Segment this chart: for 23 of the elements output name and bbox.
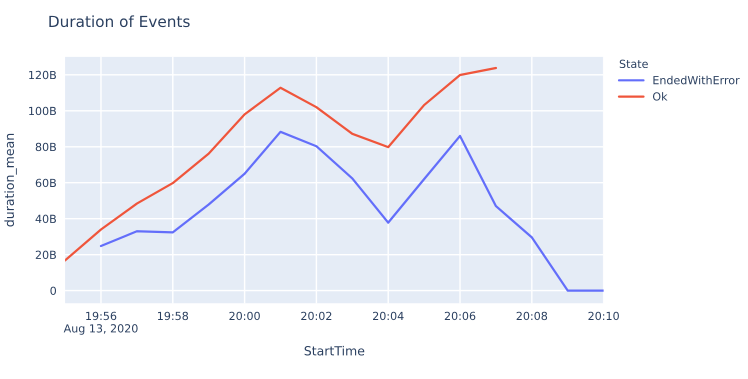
x-axis-title: StartTime bbox=[304, 346, 364, 356]
line-series bbox=[100, 130, 604, 292]
chart-title: Duration of Events bbox=[49, 15, 190, 28]
x-tick-label: 20:04 bbox=[373, 312, 404, 320]
x-tick-label: 19:56 Aug 13, 2020 bbox=[64, 312, 138, 335]
legend-label: EndedWithError bbox=[653, 76, 740, 84]
x-tick-label: 19:58 bbox=[158, 312, 188, 320]
y-tick-label: 60B bbox=[36, 178, 56, 188]
y-tick-label: 0 bbox=[50, 286, 56, 295]
x-tick-label: 20:08 bbox=[516, 312, 548, 320]
y-tick-label: 80B bbox=[36, 142, 56, 152]
x-tick-label: 20:02 bbox=[301, 312, 332, 320]
y-axis-title: duration_mean bbox=[4, 134, 17, 226]
x-tick-label: 20:10 bbox=[588, 312, 619, 320]
x-tick-label: 20:00 bbox=[229, 312, 260, 320]
y-tick-label: 20B bbox=[36, 250, 56, 260]
legend-label: Ok bbox=[652, 92, 668, 101]
x-tick-label: 20:06 bbox=[444, 312, 476, 320]
line-series bbox=[65, 66, 498, 262]
y-tick-label: 40B bbox=[36, 214, 56, 224]
y-tick-label: 100B bbox=[29, 106, 56, 116]
legend-title: State bbox=[620, 60, 648, 68]
y-tick-label: 120B bbox=[29, 70, 56, 80]
